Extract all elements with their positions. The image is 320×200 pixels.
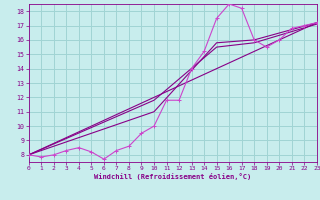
X-axis label: Windchill (Refroidissement éolien,°C): Windchill (Refroidissement éolien,°C) xyxy=(94,173,252,180)
